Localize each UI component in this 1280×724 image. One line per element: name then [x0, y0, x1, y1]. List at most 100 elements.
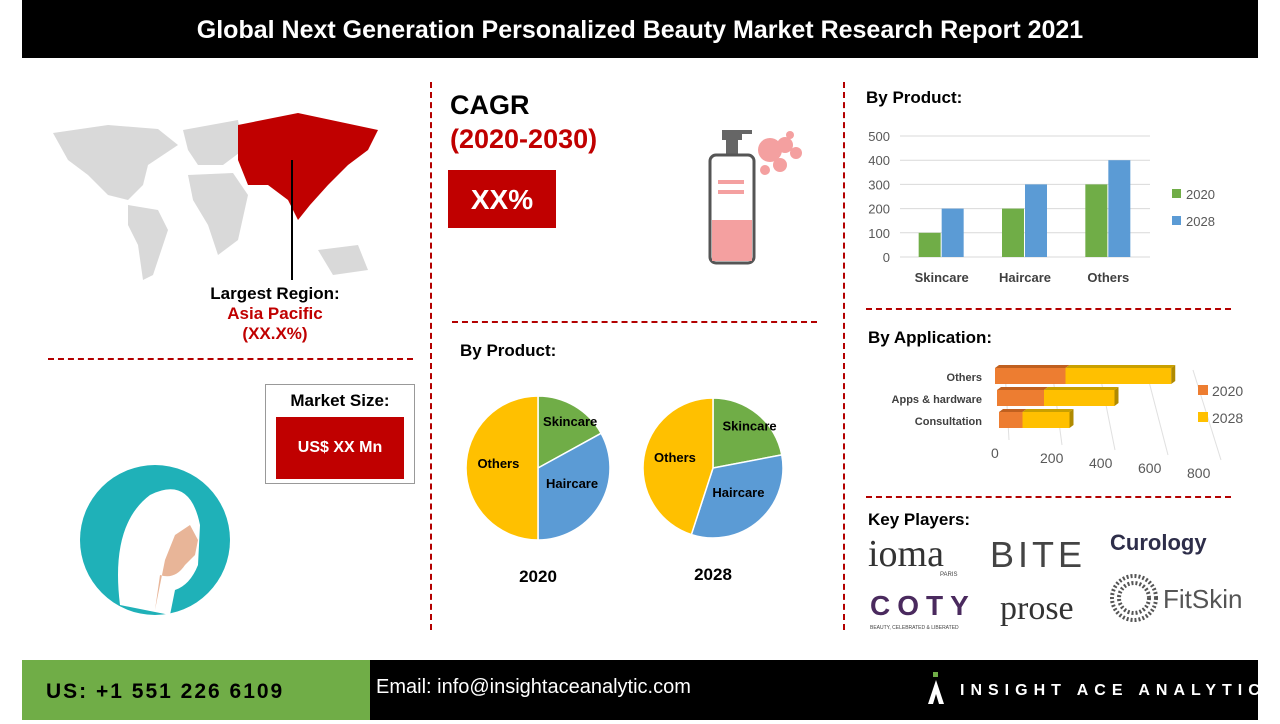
- footer-brand: INSIGHT ACE ANALYTIC: [960, 682, 1266, 699]
- legend-swatch: [1172, 216, 1181, 225]
- pie-slice-skincare: [712, 397, 783, 469]
- x-tick-label: 400: [1089, 455, 1113, 471]
- pie-label: Haircare: [546, 476, 598, 491]
- logo-ioma-sub: PARIS: [940, 572, 958, 578]
- region-share: (XX.X%): [242, 324, 308, 343]
- legend-swatch: [1198, 412, 1208, 422]
- bar-top: [1044, 387, 1119, 390]
- logo-curology: Curology: [1110, 530, 1207, 555]
- y-category-label: Apps & hardware: [892, 394, 982, 406]
- y-tick-label: 500: [868, 129, 890, 144]
- bar-side: [1114, 387, 1119, 406]
- application-bar-chart: 0 200 400 600 800 Others Apps & hardware Consul…: [892, 365, 1243, 481]
- cagr-value: XX%: [448, 170, 556, 228]
- cagr-label: CAGR: [450, 90, 530, 120]
- logo-bite: BITE: [990, 534, 1087, 575]
- bar-top: [1022, 409, 1074, 412]
- pie-slice-others: [465, 395, 539, 541]
- market-size-value: US$ XX Mn: [276, 417, 404, 479]
- bar-top: [997, 387, 1048, 390]
- insightace-logo-icon: [928, 672, 944, 704]
- footer-email[interactable]: Email: info@insightaceanalytic.com: [376, 676, 691, 698]
- bar-2020-others: [1085, 184, 1108, 257]
- x-tick-label: 200: [1040, 450, 1064, 466]
- pie-label: Others: [477, 456, 519, 471]
- logo-fitskin: FitSkin: [1163, 584, 1243, 614]
- woman-face-icon: [80, 465, 230, 615]
- cagr-period: (2020-2030): [450, 124, 598, 154]
- bar-2028-skincare: [941, 208, 964, 257]
- divider: [48, 358, 413, 360]
- map-pointer: [291, 160, 293, 280]
- footer-phone: US: +1 551 226 6109: [22, 660, 370, 720]
- y-tick-label: 100: [868, 226, 890, 241]
- bar-2020-apps-hardware: [997, 390, 1044, 406]
- divider: [843, 82, 845, 630]
- logo-coty-sub: BEAUTY, CELEBRATED & LIBERATED: [870, 625, 959, 631]
- pie-slice-skincare: [537, 395, 603, 470]
- pie-section-title: By Product:: [460, 341, 557, 360]
- product-pie-charts: Skincare Haircare Others 2020 Skincare Hairca…: [465, 395, 784, 586]
- pie-slice-others: [642, 397, 714, 536]
- bar-2020-others: [995, 368, 1066, 384]
- pie-slice-haircare: [690, 454, 784, 539]
- product-bar-chart: 0 100 200 300 400 500 Skincare Haircare Others 20…: [868, 129, 1215, 285]
- y-category-label: Others: [947, 372, 982, 384]
- logo-ioma: ioma: [868, 533, 944, 575]
- bar-2028-consultation: [1022, 412, 1070, 428]
- pie-label: Skincare: [722, 418, 776, 433]
- pie-caption: 2020: [519, 567, 557, 586]
- market-size-label: Market Size:: [290, 391, 390, 410]
- bar-2028-haircare: [1025, 184, 1047, 257]
- pie-caption: 2028: [694, 565, 732, 584]
- y-tick-label: 0: [883, 250, 890, 265]
- legend-swatch: [1172, 189, 1181, 198]
- x-tick-label: Skincare: [915, 270, 969, 285]
- legend-label: 2028: [1186, 214, 1215, 229]
- bar-2020-skincare: [918, 232, 941, 257]
- key-players-title: Key Players:: [868, 510, 971, 529]
- bar-2020-consultation: [999, 412, 1023, 428]
- x-tick-label: 600: [1138, 460, 1162, 476]
- logo-prose: prose: [1000, 590, 1074, 627]
- logo-coty: COTY: [870, 590, 976, 621]
- bar-side: [1171, 365, 1176, 384]
- bar-chart-title: By Product:: [866, 88, 963, 107]
- bar-2028-apps-hardware: [1044, 390, 1115, 406]
- legend-label: 2028: [1212, 410, 1243, 426]
- y-tick-label: 300: [868, 177, 890, 192]
- bar-top: [995, 365, 1070, 368]
- cosmetic-bottle-icon: [708, 130, 802, 265]
- world-map: [53, 113, 378, 280]
- bar-top: [1065, 365, 1176, 368]
- pie-label: Haircare: [712, 485, 764, 500]
- divider: [866, 308, 1231, 310]
- y-category-label: Consultation: [915, 416, 982, 428]
- market-size-box: Market Size: US$ XX Mn: [265, 384, 415, 484]
- x-tick-label: Others: [1087, 270, 1129, 285]
- report-title: Global Next Generation Personalized Beau…: [22, 0, 1258, 58]
- divider: [866, 496, 1231, 498]
- divider: [430, 82, 432, 630]
- pie-label: Others: [654, 450, 696, 465]
- legend-label: 2020: [1212, 383, 1243, 399]
- y-tick-label: 400: [868, 153, 890, 168]
- legend-swatch: [1198, 385, 1208, 395]
- bar-2028-others: [1065, 368, 1172, 384]
- gridline: [1145, 369, 1169, 456]
- bar-side: [1069, 409, 1074, 428]
- bar-top: [999, 409, 1027, 412]
- pie-label: Skincare: [543, 414, 597, 429]
- divider: [452, 321, 817, 323]
- bar-2028-others: [1108, 160, 1131, 257]
- x-tick-label: 0: [991, 445, 999, 461]
- fitskin-logo-icon: [1110, 574, 1158, 622]
- x-tick-label: Haircare: [999, 270, 1051, 285]
- x-tick-label: 800: [1187, 465, 1211, 481]
- y-tick-label: 200: [868, 202, 890, 217]
- region-label: Largest Region:: [210, 284, 340, 303]
- legend-label: 2020: [1186, 187, 1215, 202]
- application-chart-title: By Application:: [868, 328, 993, 347]
- region-name: Asia Pacific: [227, 304, 323, 323]
- bar-2020-haircare: [1002, 208, 1024, 257]
